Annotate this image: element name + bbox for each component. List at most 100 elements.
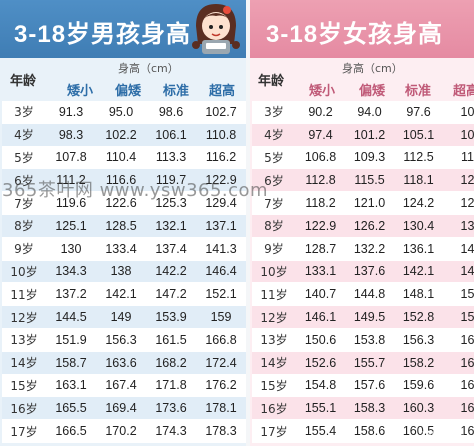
boys-category-below: 偏矮 bbox=[114, 84, 141, 99]
height-cell: 178.3 bbox=[196, 419, 246, 443]
table-row: 10岁 134.3 138 142.2 146.4 bbox=[2, 260, 246, 284]
height-cell: 105.1 bbox=[394, 123, 443, 147]
height-cell: 122.9 bbox=[196, 168, 246, 193]
table-row: 16岁 155.1 158.3 160.3 16 bbox=[252, 396, 474, 421]
height-cell: 10 bbox=[443, 101, 474, 124]
height-cell: 121.0 bbox=[345, 191, 394, 215]
height-cell: 16 bbox=[443, 328, 474, 352]
height-cell: 10 bbox=[443, 123, 474, 147]
girls-header: 3-18岁女孩身高 bbox=[250, 0, 474, 58]
table-row: 13岁 150.6 153.8 156.3 16 bbox=[252, 328, 474, 352]
height-cell: 118.2 bbox=[296, 191, 345, 215]
age-cell: 13岁 bbox=[2, 328, 46, 352]
height-cell: 176.2 bbox=[196, 374, 246, 398]
boys-category-short: 矮小 bbox=[66, 84, 93, 99]
height-cell: 116.2 bbox=[196, 146, 246, 170]
table-row: 6岁 112.8 115.5 118.1 12 bbox=[252, 168, 474, 193]
height-cell: 158.2 bbox=[394, 351, 443, 375]
height-cell: 166.8 bbox=[196, 328, 246, 352]
age-cell: 10岁 bbox=[2, 260, 46, 284]
age-cell: 11岁 bbox=[2, 282, 46, 307]
boys-category-tall: 超高 bbox=[208, 84, 235, 99]
table-row: 12岁 146.1 149.5 152.8 15 bbox=[252, 305, 474, 329]
table-row: 3岁 91.3 95.0 98.6 102.7 bbox=[2, 101, 246, 124]
height-cell: 16 bbox=[443, 351, 474, 375]
table-row: 8岁 125.1 128.5 132.1 137.1 bbox=[2, 214, 246, 238]
table-row: 3岁 90.2 94.0 97.6 10 bbox=[252, 101, 474, 124]
height-cell: 133.4 bbox=[96, 237, 146, 261]
girls-age-header: 年龄 bbox=[258, 74, 285, 89]
height-cell: 137.6 bbox=[345, 260, 394, 284]
height-cell: 166.5 bbox=[46, 419, 96, 443]
height-cell: 119.7 bbox=[146, 168, 196, 193]
age-cell: 17岁 bbox=[2, 419, 46, 443]
height-cell: 159.6 bbox=[394, 374, 443, 398]
height-cell: 132.2 bbox=[345, 237, 394, 261]
height-cell: 158.6 bbox=[345, 419, 394, 443]
height-cell: 122.6 bbox=[96, 191, 146, 215]
height-cell: 128.7 bbox=[296, 237, 345, 261]
age-cell: 12岁 bbox=[252, 305, 296, 329]
height-cell: 153.9 bbox=[146, 305, 196, 329]
height-cell: 158.3 bbox=[345, 396, 394, 421]
age-cell: 7岁 bbox=[2, 191, 46, 215]
watermark: 365茶叶网 www.ysw365.com bbox=[2, 180, 269, 201]
height-cell: 14 bbox=[443, 260, 474, 284]
boys-title: 3-18岁男孩身高 bbox=[14, 20, 192, 48]
age-cell: 4岁 bbox=[252, 123, 296, 147]
height-cell: 155.4 bbox=[296, 419, 345, 443]
boys-header: 3-18岁男孩身高 bbox=[0, 0, 246, 58]
height-cell: 155.7 bbox=[345, 351, 394, 375]
table-row: 11岁 140.7 144.8 148.1 15 bbox=[252, 282, 474, 307]
height-cell: 134.3 bbox=[46, 260, 96, 284]
height-cell: 170.2 bbox=[96, 419, 146, 443]
girl-avatar-icon bbox=[192, 4, 240, 54]
height-cell: 12 bbox=[443, 191, 474, 215]
height-cell: 142.2 bbox=[146, 260, 196, 284]
height-cell: 165.5 bbox=[46, 396, 96, 421]
height-cell: 152.1 bbox=[196, 282, 246, 307]
height-cell: 178.1 bbox=[196, 396, 246, 421]
age-cell: 4岁 bbox=[2, 123, 46, 147]
height-cell: 154.8 bbox=[296, 374, 345, 398]
age-cell: 16岁 bbox=[252, 396, 296, 421]
age-cell: 12岁 bbox=[2, 305, 46, 329]
corner-watermark: 365茶叶网 bbox=[420, 431, 465, 441]
height-cell: 141.3 bbox=[196, 237, 246, 261]
age-cell: 8岁 bbox=[2, 214, 46, 238]
height-cell: 97.4 bbox=[296, 123, 345, 147]
height-cell: 159 bbox=[196, 305, 246, 329]
height-cell: 112.8 bbox=[296, 168, 345, 193]
height-cell: 111.2 bbox=[46, 168, 96, 193]
height-cell: 98.6 bbox=[146, 101, 196, 124]
height-cell: 173.6 bbox=[146, 396, 196, 421]
height-cell: 137.4 bbox=[146, 237, 196, 261]
height-cell: 146.4 bbox=[196, 260, 246, 284]
table-row: 14岁 152.6 155.7 158.2 16 bbox=[252, 351, 474, 375]
height-cell: 95.0 bbox=[96, 101, 146, 124]
height-cell: 169.4 bbox=[96, 396, 146, 421]
girls-height-label: 身高（cm） bbox=[342, 62, 403, 75]
height-cell: 112.5 bbox=[394, 146, 443, 170]
boys-age-header: 年龄 bbox=[10, 74, 37, 89]
height-cell: 140.7 bbox=[296, 282, 345, 307]
table-row: 13岁 151.9 156.3 161.5 166.8 bbox=[2, 328, 246, 352]
table-row: 8岁 122.9 126.2 130.4 13 bbox=[252, 214, 474, 238]
height-cell: 133.1 bbox=[296, 260, 345, 284]
age-cell: 10岁 bbox=[252, 260, 296, 284]
girls-title: 3-18岁女孩身高 bbox=[266, 20, 444, 48]
age-cell: 8岁 bbox=[252, 214, 296, 238]
age-cell: 14岁 bbox=[2, 351, 46, 375]
height-cell: 11 bbox=[443, 146, 474, 170]
age-cell: 17岁 bbox=[252, 419, 296, 443]
table-row: 9岁 128.7 132.2 136.1 14 bbox=[252, 237, 474, 261]
height-cell: 150.6 bbox=[296, 328, 345, 352]
height-cell: 106.8 bbox=[296, 146, 345, 170]
height-cell: 151.9 bbox=[46, 328, 96, 352]
table-row: 5岁 107.8 110.4 113.3 116.2 bbox=[2, 146, 246, 170]
table-row: 4岁 98.3 102.2 106.1 110.8 bbox=[2, 123, 246, 147]
age-cell: 6岁 bbox=[2, 168, 46, 193]
height-cell: 94.0 bbox=[345, 101, 394, 124]
boys-category-standard: 标准 bbox=[162, 84, 189, 99]
age-cell: 15岁 bbox=[252, 374, 296, 398]
